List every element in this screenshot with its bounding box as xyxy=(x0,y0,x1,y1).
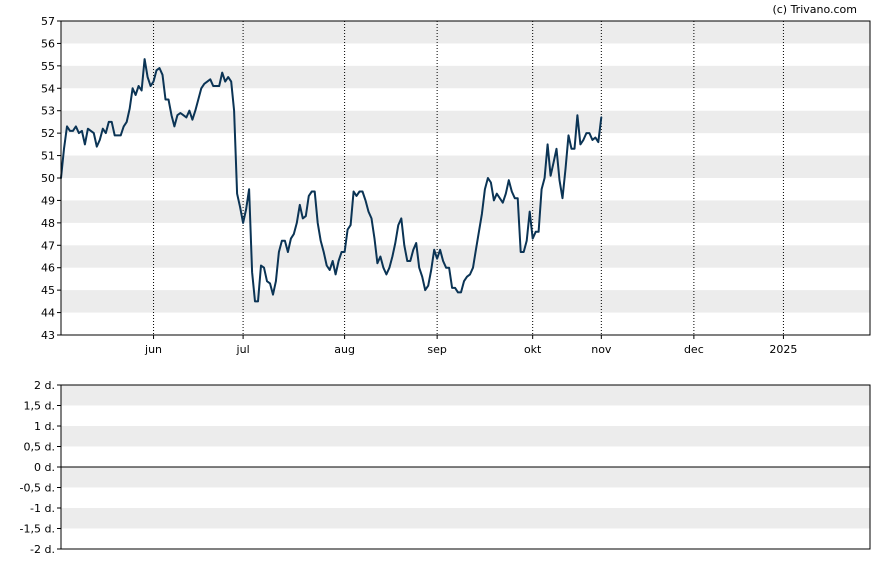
y-tick-label: 46 xyxy=(41,262,55,275)
duration-band xyxy=(61,426,870,447)
duration-chart: -2 d. -1,5 d. -1 d. -0,5 d. 0 d. 0,5 d. 1 d. 1,… xyxy=(20,379,871,556)
price-band xyxy=(61,200,870,223)
y-tick-label: 49 xyxy=(41,194,55,207)
y-tick-label: -0,5 d. xyxy=(20,482,55,495)
x-tick-label: okt xyxy=(524,343,542,356)
y-tick-label: 2 d. xyxy=(34,379,55,392)
y-tick-label: 1 d. xyxy=(34,420,55,433)
duration-chart-bands xyxy=(61,385,870,529)
x-tick-label: sep xyxy=(427,343,446,356)
y-tick-label: 55 xyxy=(41,60,55,73)
x-tick-label: jul xyxy=(236,343,250,356)
price-x-axis-ticks: jun jul aug sep okt nov dec 2025 xyxy=(144,335,797,356)
duration-band xyxy=(61,385,870,406)
y-tick-label: 43 xyxy=(41,329,55,342)
price-band xyxy=(61,21,870,44)
price-band xyxy=(61,245,870,268)
x-tick-label: aug xyxy=(334,343,355,356)
price-chart-month-gridlines xyxy=(153,21,784,335)
y-tick-label: 50 xyxy=(41,172,55,185)
price-series-line xyxy=(60,58,603,303)
y-tick-label: 44 xyxy=(41,307,55,320)
y-tick-label: 48 xyxy=(41,217,55,230)
y-tick-label: 56 xyxy=(41,37,55,50)
price-chart-bands xyxy=(61,21,870,313)
y-tick-label: 57 xyxy=(41,15,55,28)
x-tick-label: 2025 xyxy=(769,343,797,356)
price-band xyxy=(61,155,870,178)
y-tick-label: -1 d. xyxy=(30,502,55,515)
duration-band xyxy=(61,467,870,488)
y-tick-label: 45 xyxy=(41,284,55,297)
x-tick-label: dec xyxy=(684,343,704,356)
y-tick-label: 51 xyxy=(41,150,55,163)
duration-y-axis-ticks: -2 d. -1,5 d. -1 d. -0,5 d. 0 d. 0,5 d. 1 d. 1,… xyxy=(20,379,61,556)
y-tick-label: 54 xyxy=(41,82,55,95)
duration-band xyxy=(61,508,870,529)
price-y-axis-ticks: 43 44 45 46 47 48 49 50 51 52 53 54 55 56 57 xyxy=(41,15,61,342)
y-tick-label: 0,5 d. xyxy=(24,441,55,454)
y-tick-label: 53 xyxy=(41,105,55,118)
y-tick-label: 52 xyxy=(41,127,55,140)
y-tick-label: -2 d. xyxy=(30,543,55,556)
price-band xyxy=(61,110,870,134)
y-tick-label: 1,5 d. xyxy=(24,400,55,413)
price-chart: 43 44 45 46 47 48 49 50 51 52 53 54 55 56 57 jun jul aug… xyxy=(41,15,871,356)
y-tick-label: -1,5 d. xyxy=(20,523,55,536)
x-tick-label: nov xyxy=(591,343,612,356)
price-band xyxy=(61,65,870,89)
y-tick-label: 47 xyxy=(41,239,55,252)
watermark-text: (c) Trivano.com xyxy=(772,3,857,16)
y-tick-label: 0 d. xyxy=(34,461,55,474)
x-tick-label: jun xyxy=(144,343,162,356)
price-band xyxy=(61,290,870,313)
